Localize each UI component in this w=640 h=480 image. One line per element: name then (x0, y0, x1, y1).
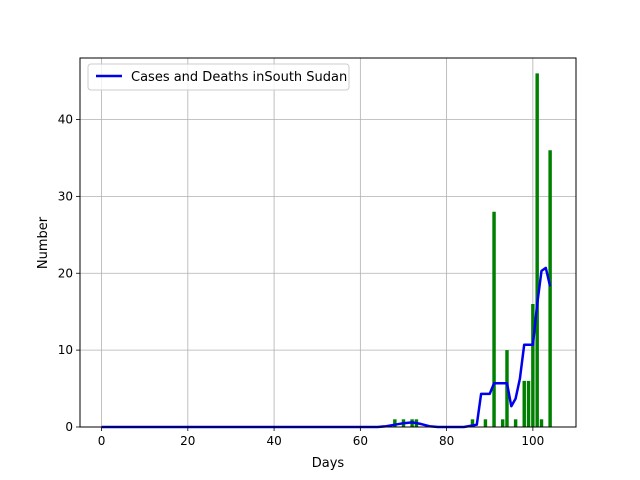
bar (535, 73, 539, 427)
bar (531, 304, 535, 427)
plot-frame (79, 57, 577, 428)
x-tick-label: 40 (266, 434, 281, 448)
bar (393, 419, 397, 427)
y-axis-label: Number (36, 216, 51, 269)
bar (500, 419, 505, 427)
y-tick-label: 30 (58, 189, 73, 203)
grid (80, 58, 576, 428)
y-tick-label: 40 (58, 113, 73, 127)
y-tick-label: 0 (65, 420, 73, 434)
bar (539, 419, 544, 427)
bar (522, 380, 526, 427)
bar (548, 150, 552, 427)
bar-series (393, 73, 552, 427)
bar (483, 419, 488, 427)
y-tick-label: 20 (58, 266, 73, 280)
legend-box (87, 63, 350, 91)
legend: Cases and Deaths inSouth Sudan (87, 63, 350, 91)
legend-label: Cases and Deaths inSouth Sudan (131, 70, 347, 85)
x-axis-label: Days (312, 456, 345, 471)
bar (513, 419, 518, 427)
bar (492, 211, 496, 427)
bar (470, 419, 475, 427)
bar (526, 380, 531, 427)
x-tick-label: 0 (98, 434, 106, 448)
x-tick-label: 60 (353, 434, 368, 448)
series-line (101, 266, 552, 429)
x-tick-label: 80 (439, 434, 454, 448)
x-axis-ticks: 0 20 40 60 80 100 (98, 427, 544, 448)
x-tick-label: 20 (180, 434, 195, 448)
y-axis-ticks: 0 10 20 30 40 (58, 113, 80, 434)
line-series (101, 266, 552, 429)
y-tick-label: 10 (58, 343, 73, 357)
x-tick-label: 100 (521, 434, 544, 448)
